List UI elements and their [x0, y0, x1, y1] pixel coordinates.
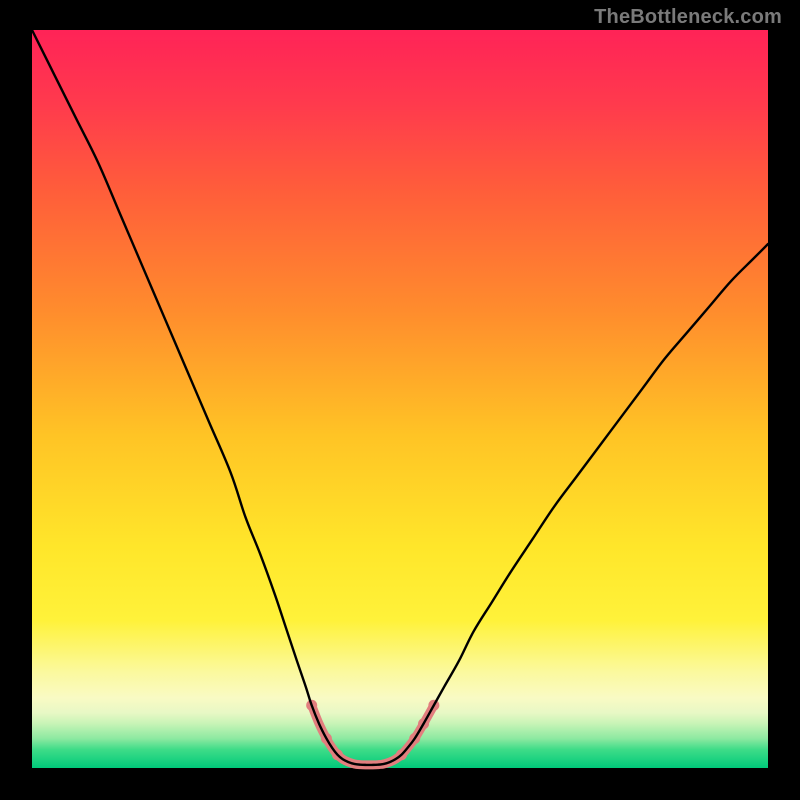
chart-container: TheBottleneck.com — [0, 0, 800, 800]
attribution-text: TheBottleneck.com — [594, 6, 782, 29]
bottleneck-chart — [0, 0, 800, 800]
